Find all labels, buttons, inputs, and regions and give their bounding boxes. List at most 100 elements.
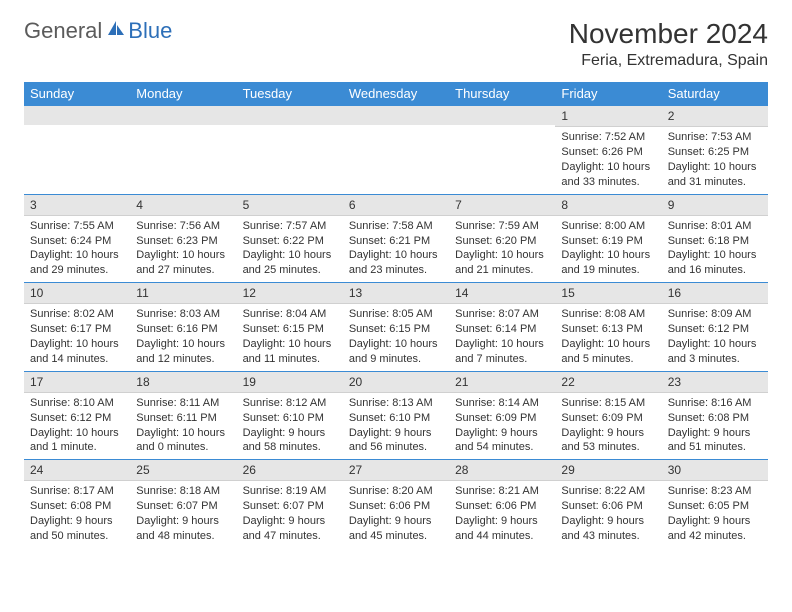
day-details: Sunrise: 8:15 AMSunset: 6:09 PMDaylight:… xyxy=(555,393,661,459)
day-details: Sunrise: 7:53 AMSunset: 6:25 PMDaylight:… xyxy=(662,127,768,193)
sunset-line: Sunset: 6:07 PM xyxy=(243,499,337,514)
calendar-cell: 7 Sunrise: 7:59 AMSunset: 6:20 PMDaylight… xyxy=(449,194,555,283)
sunrise-line: Sunrise: 7:57 AM xyxy=(243,219,337,234)
sunset-line: Sunset: 6:12 PM xyxy=(668,322,762,337)
calendar-cell: 30Sunrise: 8:23 AMSunset: 6:05 PMDayligh… xyxy=(662,460,768,548)
calendar-cell xyxy=(237,106,343,195)
calendar-cell: 27Sunrise: 8:20 AMSunset: 6:06 PMDayligh… xyxy=(343,460,449,548)
sunset-line: Sunset: 6:17 PM xyxy=(30,322,124,337)
day-details: Sunrise: 8:12 AMSunset: 6:10 PMDaylight:… xyxy=(237,393,343,459)
calendar-cell xyxy=(449,106,555,195)
day-details: Sunrise: 8:13 AMSunset: 6:10 PMDaylight:… xyxy=(343,393,449,459)
calendar-cell: 5Sunrise: 7:57 AMSunset: 6:22 PMDaylight… xyxy=(237,194,343,283)
day-number: 8 xyxy=(555,195,661,216)
day-number: 2 xyxy=(662,106,768,127)
day-details: Sunrise: 8:14 AMSunset: 6:09 PMDaylight:… xyxy=(449,393,555,459)
logo-text-general: General xyxy=(24,18,102,44)
daylight-line: Daylight: 10 hours and 16 minutes. xyxy=(668,248,762,278)
daylight-line: Daylight: 10 hours and 25 minutes. xyxy=(243,248,337,278)
day-details: Sunrise: 8:20 AMSunset: 6:06 PMDaylight:… xyxy=(343,481,449,547)
day-number: 6 xyxy=(343,195,449,216)
sunset-line: Sunset: 6:12 PM xyxy=(30,411,124,426)
sunrise-line: Sunrise: 7:55 AM xyxy=(30,219,124,234)
calendar-cell: 6Sunrise: 7:58 AMSunset: 6:21 PMDaylight… xyxy=(343,194,449,283)
daylight-line: Daylight: 9 hours and 53 minutes. xyxy=(561,426,655,456)
sunset-line: Sunset: 6:15 PM xyxy=(243,322,337,337)
calendar-cell xyxy=(343,106,449,195)
sunset-line: Sunset: 6:06 PM xyxy=(349,499,443,514)
calendar-cell: 20Sunrise: 8:13 AMSunset: 6:10 PMDayligh… xyxy=(343,371,449,460)
sunset-line: Sunset: 6:24 PM xyxy=(30,234,124,249)
sunset-line: Sunset: 6:06 PM xyxy=(561,499,655,514)
sunset-line: Sunset: 6:07 PM xyxy=(136,499,230,514)
sunrise-line: Sunrise: 8:16 AM xyxy=(668,396,762,411)
day-number: 17 xyxy=(24,372,130,393)
empty-day-header xyxy=(237,106,343,125)
sunset-line: Sunset: 6:11 PM xyxy=(136,411,230,426)
sunset-line: Sunset: 6:15 PM xyxy=(349,322,443,337)
sunrise-line: Sunrise: 8:09 AM xyxy=(668,307,762,322)
daylight-line: Daylight: 10 hours and 1 minute. xyxy=(30,426,124,456)
day-number: 28 xyxy=(449,460,555,481)
sunset-line: Sunset: 6:09 PM xyxy=(561,411,655,426)
day-number: 22 xyxy=(555,372,661,393)
sunset-line: Sunset: 6:19 PM xyxy=(561,234,655,249)
day-header-row: SundayMondayTuesdayWednesdayThursdayFrid… xyxy=(24,82,768,106)
day-number: 1 xyxy=(555,106,661,127)
day-header: Tuesday xyxy=(237,82,343,106)
day-number: 7 xyxy=(449,195,555,216)
sunset-line: Sunset: 6:08 PM xyxy=(668,411,762,426)
day-number: 14 xyxy=(449,283,555,304)
sunrise-line: Sunrise: 8:04 AM xyxy=(243,307,337,322)
day-number: 15 xyxy=(555,283,661,304)
calendar-cell: 21Sunrise: 8:14 AMSunset: 6:09 PMDayligh… xyxy=(449,371,555,460)
sunset-line: Sunset: 6:09 PM xyxy=(455,411,549,426)
daylight-line: Daylight: 9 hours and 44 minutes. xyxy=(455,514,549,544)
day-number: 12 xyxy=(237,283,343,304)
day-number: 3 xyxy=(24,195,130,216)
sunrise-line: Sunrise: 7:59 AM xyxy=(455,219,549,234)
calendar-cell: 9Sunrise: 8:01 AMSunset: 6:18 PMDaylight… xyxy=(662,194,768,283)
sunset-line: Sunset: 6:08 PM xyxy=(30,499,124,514)
day-details: Sunrise: 8:08 AMSunset: 6:13 PMDaylight:… xyxy=(555,304,661,370)
daylight-line: Daylight: 10 hours and 21 minutes. xyxy=(455,248,549,278)
day-details: Sunrise: 8:16 AMSunset: 6:08 PMDaylight:… xyxy=(662,393,768,459)
daylight-line: Daylight: 9 hours and 58 minutes. xyxy=(243,426,337,456)
calendar-cell: 15Sunrise: 8:08 AMSunset: 6:13 PMDayligh… xyxy=(555,283,661,372)
daylight-line: Daylight: 9 hours and 51 minutes. xyxy=(668,426,762,456)
day-header: Sunday xyxy=(24,82,130,106)
daylight-line: Daylight: 10 hours and 12 minutes. xyxy=(136,337,230,367)
day-number: 30 xyxy=(662,460,768,481)
sunset-line: Sunset: 6:20 PM xyxy=(455,234,549,249)
daylight-line: Daylight: 10 hours and 33 minutes. xyxy=(561,160,655,190)
calendar-cell: 19Sunrise: 8:12 AMSunset: 6:10 PMDayligh… xyxy=(237,371,343,460)
empty-day-header xyxy=(24,106,130,125)
calendar-week-row: 24Sunrise: 8:17 AMSunset: 6:08 PMDayligh… xyxy=(24,460,768,548)
day-number: 18 xyxy=(130,372,236,393)
calendar-cell: 26Sunrise: 8:19 AMSunset: 6:07 PMDayligh… xyxy=(237,460,343,548)
calendar-cell: 11Sunrise: 8:03 AMSunset: 6:16 PMDayligh… xyxy=(130,283,236,372)
calendar-week-row: 17Sunrise: 8:10 AMSunset: 6:12 PMDayligh… xyxy=(24,371,768,460)
day-header: Saturday xyxy=(662,82,768,106)
empty-day-header xyxy=(130,106,236,125)
calendar-cell: 23Sunrise: 8:16 AMSunset: 6:08 PMDayligh… xyxy=(662,371,768,460)
day-details: Sunrise: 8:02 AMSunset: 6:17 PMDaylight:… xyxy=(24,304,130,370)
calendar-cell: 8Sunrise: 8:00 AMSunset: 6:19 PMDaylight… xyxy=(555,194,661,283)
sunrise-line: Sunrise: 8:17 AM xyxy=(30,484,124,499)
calendar-table: SundayMondayTuesdayWednesdayThursdayFrid… xyxy=(24,82,768,548)
day-number: 20 xyxy=(343,372,449,393)
sunrise-line: Sunrise: 8:21 AM xyxy=(455,484,549,499)
calendar-cell: 28Sunrise: 8:21 AMSunset: 6:06 PMDayligh… xyxy=(449,460,555,548)
day-details: Sunrise: 7:57 AMSunset: 6:22 PMDaylight:… xyxy=(237,216,343,282)
daylight-line: Daylight: 9 hours and 43 minutes. xyxy=(561,514,655,544)
day-header: Friday xyxy=(555,82,661,106)
daylight-line: Daylight: 10 hours and 29 minutes. xyxy=(30,248,124,278)
calendar-cell: 13Sunrise: 8:05 AMSunset: 6:15 PMDayligh… xyxy=(343,283,449,372)
daylight-line: Daylight: 10 hours and 11 minutes. xyxy=(243,337,337,367)
daylight-line: Daylight: 10 hours and 3 minutes. xyxy=(668,337,762,367)
logo-sail-icon xyxy=(106,19,126,42)
day-number: 16 xyxy=(662,283,768,304)
title-block: November 2024 Feria, Extremadura, Spain xyxy=(569,18,768,70)
day-number: 9 xyxy=(662,195,768,216)
day-details: Sunrise: 7:52 AMSunset: 6:26 PMDaylight:… xyxy=(555,127,661,193)
